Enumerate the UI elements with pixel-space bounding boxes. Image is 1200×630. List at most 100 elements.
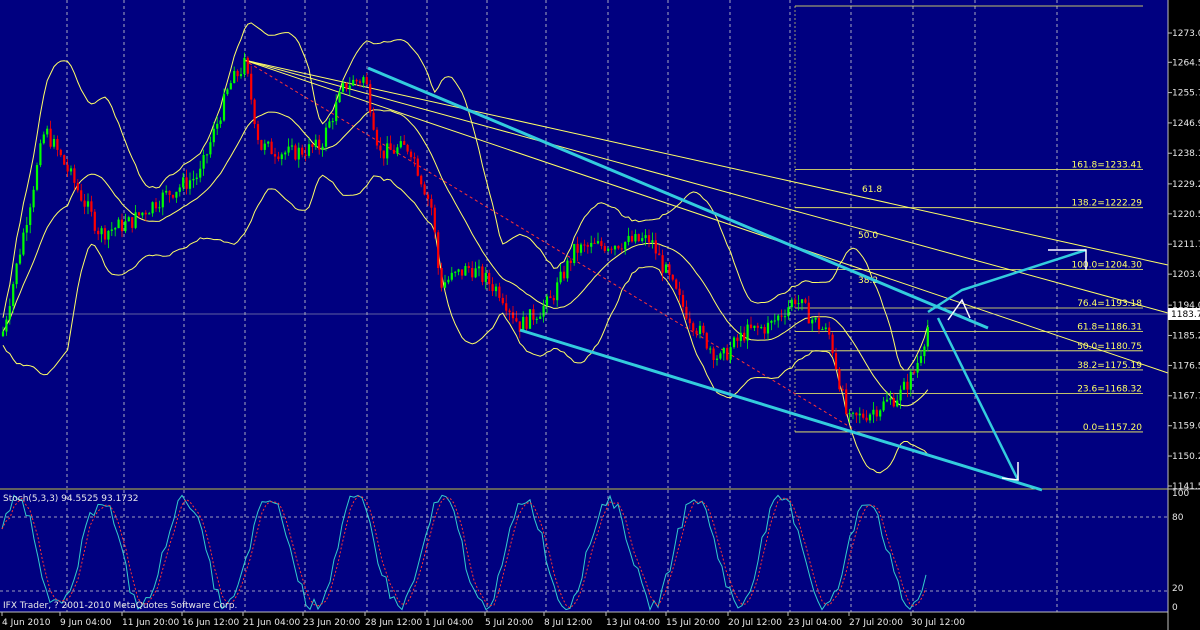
candle-body <box>192 178 195 181</box>
fibonacci-levels: 161.8=1233.41 138.2=1222.29 100.0=1204.30 7… <box>794 5 1143 434</box>
candle-body <box>518 321 521 332</box>
candle-body <box>902 381 906 390</box>
fan-label: 38.2 <box>858 276 878 286</box>
candle-body <box>399 141 402 148</box>
candle-body <box>59 149 62 156</box>
candle-body <box>219 120 222 124</box>
candle-body <box>1 331 5 337</box>
fan-line-0 <box>243 59 1169 266</box>
candle-body <box>321 146 324 150</box>
time-tick-label: 1 Jul 04:00 <box>425 618 474 628</box>
candle-body <box>892 398 895 407</box>
candle-body <box>328 121 331 128</box>
price-tick-label: 1273.0 <box>1172 29 1200 39</box>
candle-body <box>542 305 545 317</box>
candle-body <box>86 201 90 207</box>
candle-body <box>314 139 317 147</box>
candle-body <box>369 84 372 113</box>
projection-down-arrowhead <box>1001 462 1019 481</box>
candle-body <box>46 128 49 135</box>
time-tick-label: 8 Jul 12:00 <box>544 618 593 628</box>
candle-body <box>341 82 345 92</box>
fib-level-label: 100.0=1204.30 <box>1071 261 1142 271</box>
candle-body <box>766 322 770 334</box>
candle-body <box>460 269 464 276</box>
stoch-main-line <box>1 494 927 612</box>
candle-body <box>301 147 304 155</box>
candle-body <box>246 57 249 74</box>
candle-body <box>273 154 277 157</box>
candle-body <box>712 348 715 360</box>
candle-body <box>324 127 328 147</box>
candle-body <box>222 94 226 121</box>
candle-body <box>695 330 698 334</box>
candle-body <box>392 149 396 154</box>
candle-body <box>29 207 32 225</box>
candle-body <box>250 73 253 100</box>
candle-body <box>872 409 875 415</box>
candle-body <box>671 274 674 280</box>
candle-body <box>685 306 688 319</box>
bollinger-bands <box>2 22 929 474</box>
candle-body <box>749 324 753 329</box>
candle-body <box>52 138 56 147</box>
candle-body <box>93 211 96 231</box>
candle-body <box>450 272 453 280</box>
candle-body <box>25 224 28 233</box>
candle-body <box>630 235 634 242</box>
candle-body <box>855 412 858 416</box>
candle-body <box>304 154 307 156</box>
candle-body <box>494 286 498 292</box>
candle-body <box>114 228 117 230</box>
candle-body <box>331 121 334 123</box>
candle-body <box>437 232 440 269</box>
candle-body <box>488 272 491 285</box>
candle-body <box>287 146 290 153</box>
candle-body <box>243 57 246 75</box>
candle-body <box>22 232 25 255</box>
candle-body <box>913 371 916 373</box>
candle-body <box>137 212 141 216</box>
projection-up-arrow <box>927 248 1087 314</box>
current-price-label: 1183.7 <box>1171 310 1200 320</box>
candle-body <box>692 323 695 331</box>
candle-body <box>916 362 919 373</box>
band-upper <box>2 22 929 371</box>
candle-body <box>403 141 406 145</box>
candle-body <box>698 325 702 334</box>
candle-body <box>790 299 793 308</box>
candle-body <box>559 271 562 283</box>
candle-body <box>49 128 52 147</box>
time-tick-label: 15 Jul 20:00 <box>666 618 720 628</box>
candle-body <box>556 282 559 301</box>
candle-body <box>882 401 885 411</box>
band-middle <box>2 109 929 407</box>
candle-body <box>848 413 851 415</box>
candle-body <box>345 82 348 89</box>
candle-body <box>729 347 732 360</box>
time-tick-label: 5 Jul 20:00 <box>485 618 534 628</box>
fan-line-2 <box>243 59 1169 374</box>
candle-body <box>18 254 22 264</box>
candle-body <box>158 207 161 209</box>
projection-mid-arrowhead <box>947 298 971 321</box>
candle-body <box>63 155 66 165</box>
candle-body <box>110 229 113 231</box>
candle-body <box>175 191 178 198</box>
candle-body <box>195 177 198 179</box>
fan-base-line <box>243 59 856 431</box>
time-tick-label: 23 Jun 20:00 <box>303 618 360 628</box>
candle-body <box>365 77 368 85</box>
fib-level-label: 0.0=1157.20 <box>1083 423 1142 433</box>
candle-body <box>216 123 219 129</box>
candle-body <box>753 325 756 329</box>
fan-label: 61.8 <box>862 185 882 195</box>
candle-body <box>831 334 834 354</box>
candle-body <box>15 263 18 285</box>
candle-body <box>440 268 443 288</box>
fib-level-label: 76.4=1193.18 <box>1077 299 1142 309</box>
candle-body <box>386 143 389 159</box>
candle-body <box>76 182 79 191</box>
